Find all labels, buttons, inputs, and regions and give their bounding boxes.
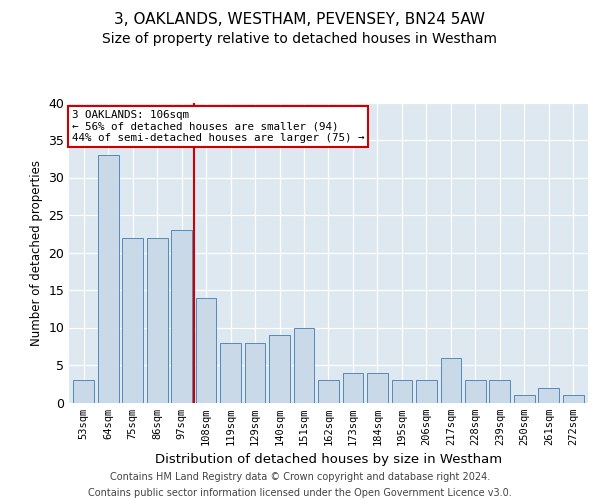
Text: 3, OAKLANDS, WESTHAM, PEVENSEY, BN24 5AW: 3, OAKLANDS, WESTHAM, PEVENSEY, BN24 5AW [115,12,485,28]
Bar [98,155,119,402]
Bar [416,380,437,402]
Bar [563,395,584,402]
Bar [220,342,241,402]
Bar [367,372,388,402]
Text: 3 OAKLANDS: 106sqm
← 56% of detached houses are smaller (94)
44% of semi-detache: 3 OAKLANDS: 106sqm ← 56% of detached hou… [71,110,364,143]
Bar [196,298,217,403]
Bar [171,230,192,402]
Bar [293,328,314,402]
Bar [440,358,461,403]
Bar [490,380,510,402]
Bar [538,388,559,402]
Bar [343,372,364,402]
Y-axis label: Number of detached properties: Number of detached properties [30,160,43,346]
Bar [318,380,339,402]
X-axis label: Distribution of detached houses by size in Westham: Distribution of detached houses by size … [155,453,502,466]
Text: Size of property relative to detached houses in Westham: Size of property relative to detached ho… [103,32,497,46]
Bar [147,238,167,402]
Text: Contains HM Land Registry data © Crown copyright and database right 2024.: Contains HM Land Registry data © Crown c… [110,472,490,482]
Bar [245,342,265,402]
Bar [465,380,486,402]
Bar [73,380,94,402]
Text: Contains public sector information licensed under the Open Government Licence v3: Contains public sector information licen… [88,488,512,498]
Bar [514,395,535,402]
Bar [269,335,290,402]
Bar [392,380,412,402]
Bar [122,238,143,402]
